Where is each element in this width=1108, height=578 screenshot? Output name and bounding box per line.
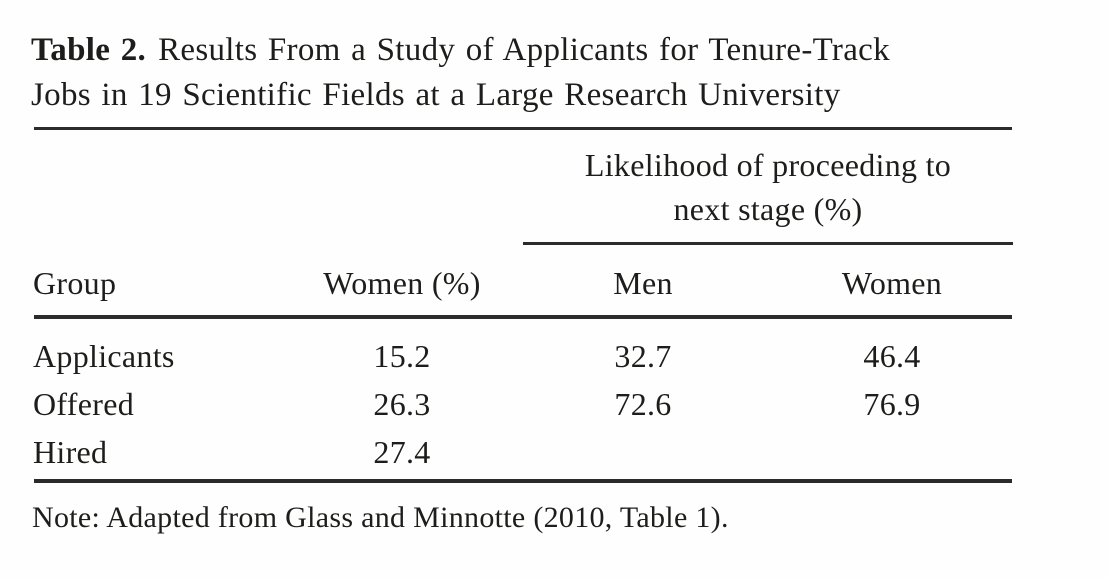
table-cell: 26.3 xyxy=(373,386,431,422)
table-cell: 76.9 xyxy=(863,386,921,422)
table-title-line1: Table 2. Results From a Study of Applican… xyxy=(31,28,1041,73)
table-row-label: Offered xyxy=(33,386,135,422)
table-title-text1: Results From a Study of Applicants for T… xyxy=(158,32,890,68)
top-rule xyxy=(34,127,1012,130)
column-header-men: Men xyxy=(613,265,673,301)
header-rule xyxy=(34,315,1012,319)
spanner-line2: next stage (%) xyxy=(673,191,863,227)
table-cell: 15.2 xyxy=(373,338,431,374)
column-header-group: Group xyxy=(33,265,117,301)
table-title: Table 2. Results From a Study of Applican… xyxy=(31,28,1041,118)
bottom-rule xyxy=(34,479,1012,483)
table-note: Note: Adapted from Glass and Minnotte (2… xyxy=(32,501,729,534)
table-cell: 32.7 xyxy=(614,338,672,374)
table-number-label: Table 2. xyxy=(31,32,147,68)
column-header-women-pct: Women (%) xyxy=(323,265,481,301)
spanner-rule xyxy=(523,242,1013,245)
spanner-heading: Likelihood of proceeding to next stage (… xyxy=(523,143,1013,231)
table-title-line2: Jobs in 19 Scientific Fields at a Large … xyxy=(31,77,841,113)
table-row-label: Applicants xyxy=(33,338,175,374)
column-header-women: Women xyxy=(841,265,943,301)
table-cell: 72.6 xyxy=(614,386,672,422)
table-cell: 27.4 xyxy=(373,434,431,470)
spanner-line1: Likelihood of proceeding to xyxy=(584,147,952,183)
table-row-label: Hired xyxy=(33,434,108,470)
table-cell: 46.4 xyxy=(863,338,921,374)
